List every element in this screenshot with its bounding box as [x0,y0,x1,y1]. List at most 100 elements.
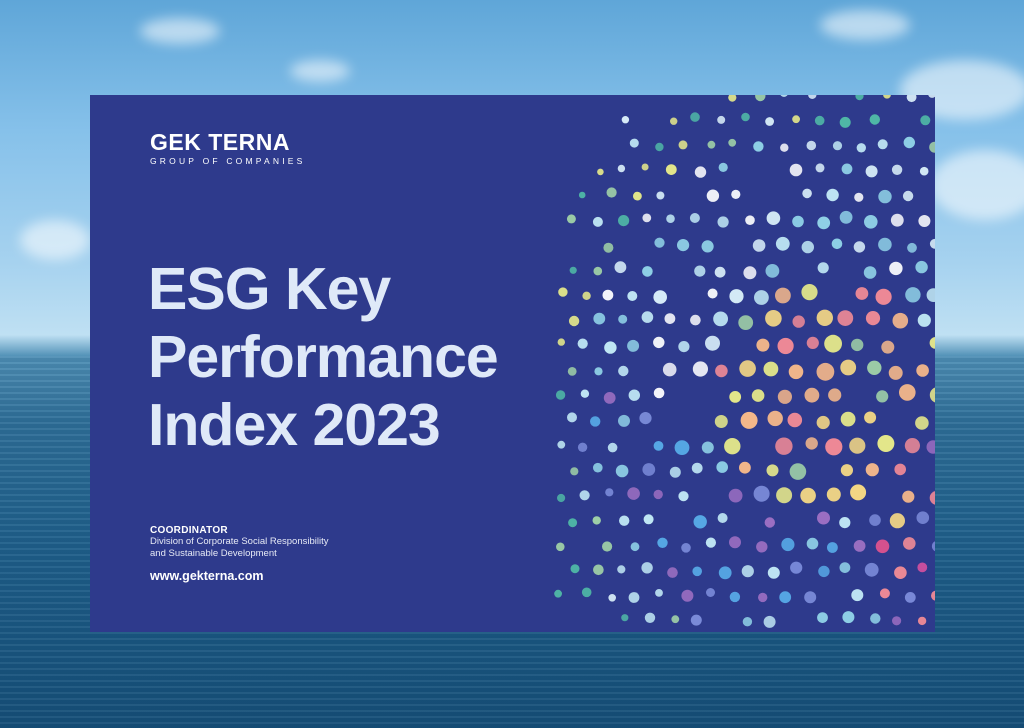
pattern-dot [894,566,907,579]
pattern-dot [728,138,737,147]
pattern-dot [729,536,741,549]
pattern-dot [606,187,617,198]
pattern-dot [816,309,833,326]
pattern-dot [877,139,888,150]
pattern-dot [603,392,616,404]
pattern-dot [777,337,794,355]
pattern-dot [767,566,780,579]
pattern-dot [850,484,867,501]
pattern-dot [705,335,720,351]
pattern-dot [903,537,916,550]
pattern-dot [839,116,851,128]
pattern-dot [566,214,576,224]
pattern-dot [878,237,892,252]
pattern-dot [618,414,630,427]
pattern-dot [827,542,838,553]
pattern-dot [915,416,929,430]
pattern-dot [741,112,750,122]
pattern-dot [557,493,566,503]
pattern-dot [918,215,931,227]
website-link[interactable]: www.gekterna.com [150,569,264,583]
pattern-dot [869,514,881,526]
pattern-dot [618,365,629,377]
pattern-dot [666,214,675,223]
pattern-dot [717,513,728,523]
pattern-dot [824,334,842,353]
pattern-dot [875,539,890,554]
pattern-dot [787,412,803,428]
pattern-dot [916,511,930,524]
pattern-dot [557,440,566,449]
pattern-dot [590,416,601,427]
pattern-dot [867,360,882,375]
pattern-dot [804,591,817,604]
pattern-dot [817,216,831,230]
pattern-dot [653,336,665,349]
pattern-dot [706,588,715,597]
pattern-dot [642,463,656,476]
pattern-dot [907,242,917,253]
pattern-dot [775,236,790,251]
pattern-dot [920,115,931,126]
pattern-dot [915,260,928,274]
pattern-dot [617,164,626,173]
pattern-dot [714,266,726,278]
pattern-dot [639,412,652,425]
pattern-dot [878,189,892,204]
pattern-dot [694,265,706,277]
pattern-dot [855,95,864,101]
pattern-dot [570,564,580,574]
pattern-dot [839,517,851,529]
pattern-dot [801,284,818,301]
pattern-dot [592,516,601,525]
pattern-dot [903,136,915,149]
pattern-dot [931,590,935,601]
pattern-dot [653,387,665,399]
pattern-dot [816,362,835,381]
pattern-dot [905,287,921,303]
pattern-dot [817,612,828,623]
pattern-dot [690,614,702,626]
pattern-dot [602,541,613,552]
pattern-dot [753,141,764,152]
pattern-dot [581,587,592,598]
pattern-dot [815,163,825,173]
pattern-dot [839,210,853,224]
pattern-dot [826,487,841,502]
pattern-dot [902,190,914,202]
pattern-dot [775,437,793,455]
pattern-dot [865,165,878,178]
pattern-dot [856,143,866,153]
pattern-dot [763,615,776,628]
pattern-dot [916,364,929,377]
pattern-dot [751,389,765,402]
pattern-dot [644,612,656,623]
pattern-dot [881,340,895,354]
pattern-dot [816,415,830,430]
pattern-dot [752,239,766,252]
pattern-dot [728,488,743,503]
pattern-dot [904,592,916,603]
pattern-dot [729,289,744,304]
pattern-dot [792,315,805,328]
pattern-dot [641,562,653,574]
pattern-dot [753,485,770,502]
pattern-dot [690,112,700,122]
pattern-dot [706,189,720,202]
pattern-dot [724,438,741,455]
pattern-dot [889,261,903,276]
pattern-dot [894,463,906,476]
pattern-dot [633,191,642,201]
pattern-dot [593,266,603,276]
pattern-dot [879,588,890,599]
dot-pattern-graphic [554,95,935,628]
pattern-dot [681,543,691,553]
pattern-dot [929,337,935,349]
pattern-dot [568,518,578,528]
pattern-dot [677,239,690,252]
pattern-dot [840,359,857,376]
pattern-dot [792,215,804,228]
pattern-dot [919,166,929,176]
pattern-dot [792,115,800,124]
pattern-dot [641,163,649,171]
